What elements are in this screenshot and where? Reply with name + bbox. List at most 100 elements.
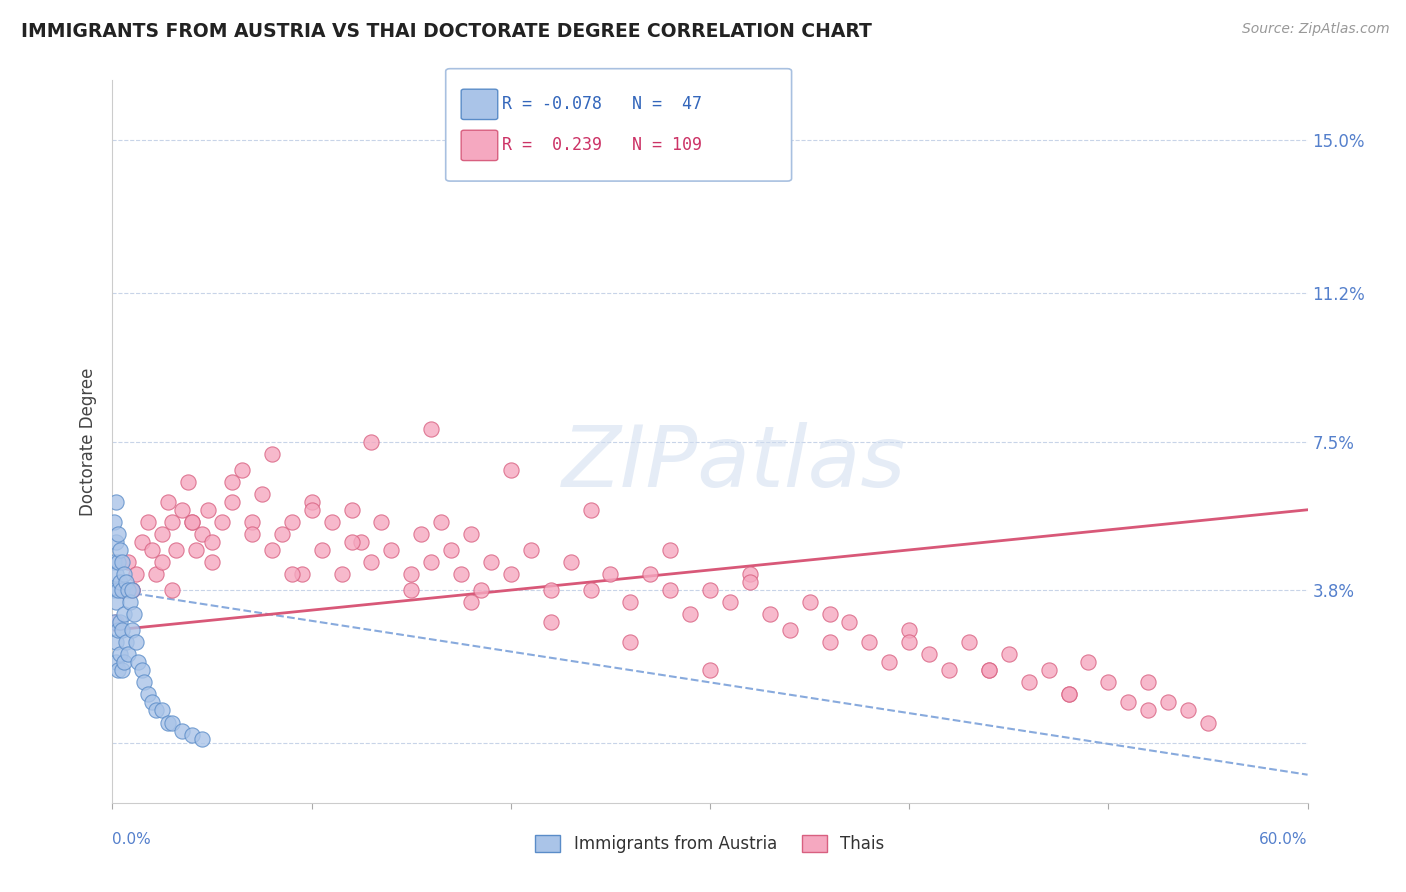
- Point: [121, 583, 143, 598]
- Point: [918, 648, 941, 662]
- Point: [110, 542, 132, 557]
- Point: [105, 635, 128, 649]
- Point: [103, 583, 125, 598]
- Point: [141, 542, 163, 557]
- Point: [138, 687, 160, 701]
- Point: [124, 607, 146, 622]
- Text: IMMIGRANTS FROM AUSTRIA VS THAI DOCTORATE DEGREE CORRELATION CHART: IMMIGRANTS FROM AUSTRIA VS THAI DOCTORAT…: [21, 22, 872, 41]
- Point: [499, 567, 522, 582]
- Point: [411, 526, 433, 541]
- Point: [162, 583, 183, 598]
- Point: [450, 567, 472, 582]
- Point: [301, 494, 323, 508]
- Point: [260, 542, 283, 557]
- Point: [281, 515, 304, 529]
- Point: [127, 655, 149, 669]
- Point: [107, 555, 129, 569]
- Point: [105, 567, 128, 582]
- Legend: Immigrants from Austria, Thais: Immigrants from Austria, Thais: [529, 828, 891, 860]
- Point: [111, 583, 134, 598]
- Point: [1197, 715, 1219, 730]
- Point: [1157, 696, 1180, 710]
- Point: [540, 615, 562, 630]
- Point: [1057, 687, 1080, 701]
- Point: [659, 583, 682, 598]
- Text: 60.0%: 60.0%: [1260, 831, 1308, 847]
- Point: [321, 515, 343, 529]
- Point: [141, 696, 163, 710]
- Point: [1177, 703, 1199, 717]
- Text: R = -0.078   N =  47: R = -0.078 N = 47: [502, 95, 702, 113]
- Point: [162, 715, 183, 730]
- Point: [977, 664, 1000, 678]
- Point: [270, 526, 292, 541]
- Point: [103, 515, 125, 529]
- Point: [221, 494, 243, 508]
- Point: [121, 623, 143, 637]
- Point: [111, 583, 134, 598]
- Point: [150, 703, 173, 717]
- Point: [125, 635, 148, 649]
- Point: [111, 623, 134, 637]
- Point: [460, 526, 482, 541]
- Point: [114, 567, 135, 582]
- Point: [499, 462, 522, 476]
- Point: [201, 555, 224, 569]
- Point: [197, 503, 219, 517]
- Point: [998, 648, 1021, 662]
- Point: [799, 595, 821, 609]
- Point: [360, 555, 382, 569]
- Y-axis label: Doctorate Degree: Doctorate Degree: [79, 368, 97, 516]
- Point: [759, 607, 782, 622]
- Point: [117, 648, 139, 662]
- Point: [560, 555, 582, 569]
- Point: [162, 515, 183, 529]
- Point: [579, 583, 602, 598]
- Point: [640, 567, 662, 582]
- Point: [311, 542, 333, 557]
- Point: [360, 434, 382, 449]
- Point: [579, 503, 602, 517]
- Point: [221, 475, 243, 489]
- Point: [103, 555, 125, 569]
- Point: [107, 526, 129, 541]
- Point: [172, 503, 194, 517]
- Point: [879, 655, 901, 669]
- Point: [699, 583, 721, 598]
- Point: [938, 664, 960, 678]
- Point: [738, 574, 761, 589]
- Point: [520, 542, 543, 557]
- Text: ZIPatlas: ZIPatlas: [562, 422, 905, 505]
- Point: [340, 534, 363, 549]
- Point: [145, 567, 167, 582]
- Point: [110, 574, 132, 589]
- Point: [191, 731, 214, 746]
- Point: [858, 635, 880, 649]
- Point: [679, 607, 702, 622]
- Point: [157, 715, 180, 730]
- Point: [231, 462, 253, 476]
- Point: [150, 555, 173, 569]
- Point: [134, 675, 156, 690]
- Point: [115, 574, 138, 589]
- Point: [898, 623, 921, 637]
- Point: [117, 583, 139, 598]
- Point: [1018, 675, 1040, 690]
- Point: [211, 515, 233, 529]
- Point: [240, 515, 263, 529]
- Point: [470, 583, 492, 598]
- Point: [1057, 687, 1080, 701]
- Point: [330, 567, 353, 582]
- Point: [121, 583, 143, 598]
- Point: [420, 555, 443, 569]
- Point: [380, 542, 402, 557]
- Point: [1097, 675, 1119, 690]
- Point: [1137, 703, 1160, 717]
- Point: [1118, 696, 1140, 710]
- Point: [440, 542, 463, 557]
- Point: [191, 526, 214, 541]
- Point: [430, 515, 453, 529]
- Point: [370, 515, 392, 529]
- Point: [301, 503, 323, 517]
- Point: [420, 423, 443, 437]
